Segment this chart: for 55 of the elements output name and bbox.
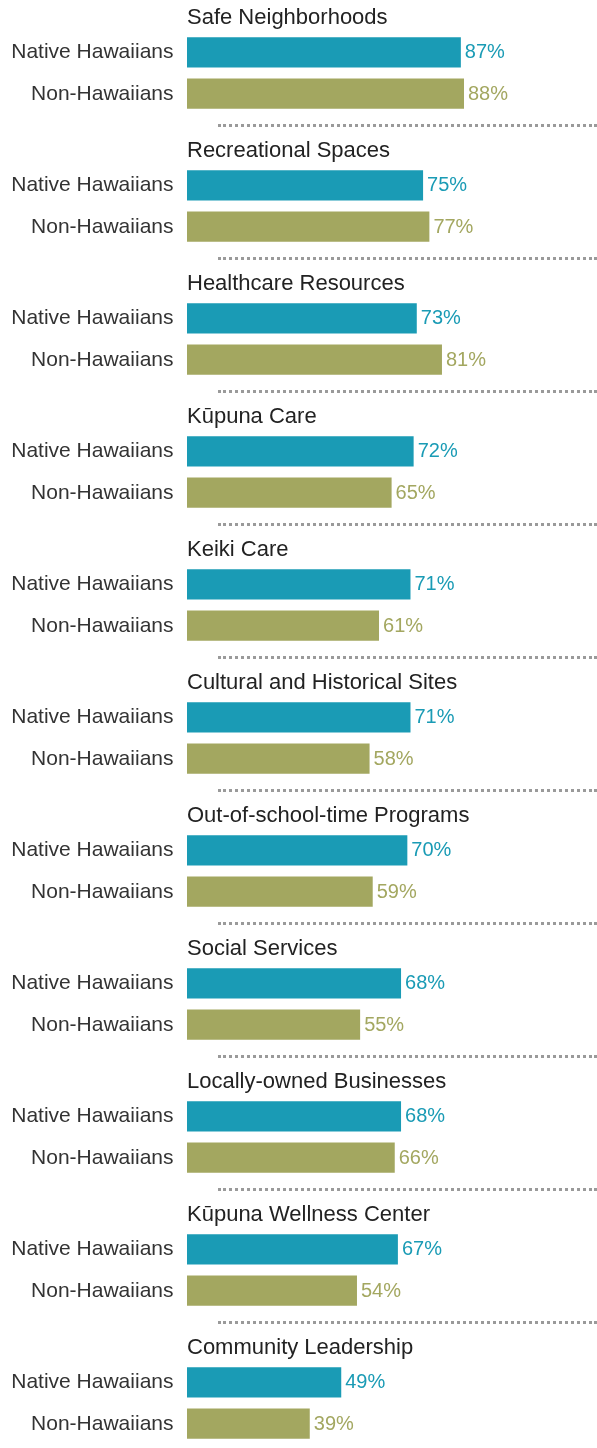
data-label: 61% (383, 613, 424, 636)
data-label: 87% (464, 40, 506, 63)
data-label: 65% (395, 480, 436, 503)
y-tick-label: Native Hawaiians (11, 571, 174, 595)
data-label: 72% (417, 439, 458, 462)
data-label: 66% (398, 1145, 439, 1168)
y-tick-label: Non-Hawaiians (31, 80, 174, 104)
data-label: 55% (364, 1012, 405, 1035)
y-tick-label: Native Hawaiians (11, 970, 174, 994)
y-tick-label: Non-Hawaiians (31, 1011, 174, 1035)
y-tick-label: Native Hawaiians (11, 172, 174, 196)
data-label: 39% (313, 1411, 355, 1434)
y-tick-label: Native Hawaiians (11, 1236, 174, 1260)
data-label: 67% (401, 1237, 443, 1260)
chart-title: Recreational Spaces (187, 137, 391, 162)
y-tick-label: Non-Hawaiians (31, 745, 174, 769)
data-label: 68% (405, 971, 446, 994)
data-label: 75% (427, 173, 468, 196)
y-tick-label: Non-Hawaiians (31, 1144, 174, 1168)
chart-title: Healthcare Resources (187, 270, 405, 295)
y-tick-label: Non-Hawaiians (31, 612, 174, 636)
data-label: 68% (405, 1104, 446, 1127)
y-tick-label: Native Hawaiians (11, 1103, 174, 1127)
chart-title: Social Services (187, 935, 338, 960)
chart-title: Cultural and Historical Sites (187, 669, 458, 694)
data-label: 58% (373, 746, 414, 769)
chart-title: Keiki Care (187, 536, 289, 561)
chart-title: Kūpuna Care (187, 403, 317, 428)
y-tick-label: Non-Hawaiians (31, 213, 174, 237)
y-tick-label: Non-Hawaiians (31, 878, 174, 902)
data-label: 49% (345, 1370, 386, 1393)
data-label: 73% (420, 306, 462, 329)
y-tick-label: Native Hawaiians (11, 39, 174, 63)
y-tick-label: Native Hawaiians (11, 305, 174, 329)
chart-title: Safe Neighborhoods (187, 4, 388, 29)
chart-title: Out-of-school-time Programs (187, 802, 470, 827)
y-tick-label: Non-Hawaiians (31, 346, 174, 370)
y-tick-label: Non-Hawaiians (31, 479, 174, 503)
chart-title: Community Leadership (187, 1334, 414, 1359)
y-tick-label: Non-Hawaiians (31, 1410, 174, 1434)
data-label: 59% (376, 879, 417, 902)
data-label: 71% (414, 572, 455, 595)
chart-title: Kūpuna Wellness Center (187, 1201, 430, 1226)
data-label: 77% (433, 214, 474, 237)
data-label: 88% (468, 81, 509, 104)
data-label: 71% (414, 705, 455, 728)
y-tick-label: Native Hawaiians (11, 1369, 174, 1393)
y-tick-label: Native Hawaiians (11, 438, 174, 462)
chart-title: Locally-owned Businesses (187, 1068, 447, 1093)
y-tick-label: Non-Hawaiians (31, 1277, 174, 1301)
y-tick-label: Native Hawaiians (11, 704, 174, 728)
y-tick-label: Native Hawaiians (11, 837, 174, 861)
data-label: 70% (411, 838, 452, 861)
data-label: 54% (360, 1278, 402, 1301)
data-label: 81% (445, 347, 487, 370)
